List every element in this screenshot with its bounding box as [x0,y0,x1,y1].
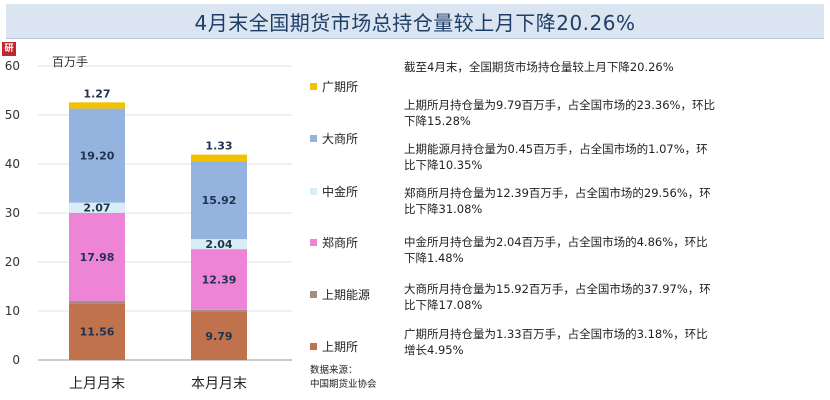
data-label: 12.39 [202,273,237,286]
y-tick-label: 50 [5,108,20,122]
legend-swatch [310,239,317,246]
y-tick-label: 0 [12,353,20,367]
legend-item: 广期所 [310,78,358,95]
legend-label: 上期所 [322,340,359,354]
bar-segment [191,161,247,240]
note-text: 广期所月持仓量为1.33百万手，占全国市场的3.18%，环比增长4.95% [404,327,708,357]
legend-item: 中金所 [310,183,358,200]
data-label: 2.04 [205,238,232,251]
bar-segment [69,303,125,360]
note-text: 截至4月末，全国期货市场持仓量较上月下降20.26% [404,60,674,74]
data-label: 15.92 [202,194,237,207]
data-label: 17.98 [80,251,115,264]
note-text: 郑商所月持仓量为12.39百万手，占全国市场的29.56%，环比下降31.08% [404,186,711,216]
notes-panel: 截至4月末，全国期货市场持仓量较上月下降20.26% 上期所月持仓量为9.79百万… [404,0,824,400]
data-source-label: 数据来源： [310,365,358,376]
legend-item: 上期所 [310,338,358,355]
legend-swatch [310,188,317,195]
note-text: 上期能源月持仓量为0.45百万手，占全国市场的1.07%，环比下降10.35% [404,142,708,172]
bar-segment [69,108,125,203]
y-tick-label: 60 [5,59,20,73]
legend-item: 郑商所 [310,234,358,251]
data-label: 2.07 [83,202,110,215]
bar-segment [191,154,247,162]
bar-segment [191,249,247,310]
bar-segment [69,212,125,301]
legend-item: 上期能源 [310,286,370,303]
data-label: 1.27 [83,87,110,100]
y-unit-label: 百万手 [52,55,88,69]
chart-legend: 广期所大商所中金所郑商所上期能源上期所 [302,0,392,400]
data-source-name: 中国期货业协会 [310,379,377,390]
legend-label: 大商所 [322,132,359,146]
legend-swatch [310,291,317,298]
note-text: 中金所月持仓量为2.04百万手，占全国市场的4.86%，环比下降1.48% [404,235,708,265]
data-label: 9.79 [205,330,232,343]
legend-label: 上期能源 [322,288,371,302]
legend-swatch [310,343,317,350]
x-tick-label: 本月月末 [191,376,247,392]
title-banner: 4月末全国期货市场总持仓量较上月下降20.26% [6,4,824,39]
data-label: 1.33 [205,140,232,153]
legend-label: 郑商所 [322,236,359,250]
legend-label: 中金所 [322,185,359,199]
data-label: 19.20 [80,150,115,163]
bar-segment [191,239,247,250]
bar-segment [191,312,247,360]
legend-swatch [310,135,317,142]
bar-segment [69,202,125,213]
logo-icon: 研 [2,42,16,56]
y-tick-label: 10 [5,304,20,318]
y-tick-label: 30 [5,206,20,220]
legend-swatch [310,83,317,90]
bar-segment [69,102,125,109]
data-label: 11.56 [80,326,115,339]
note-text: 上期所月持仓量为9.79百万手，占全国市场的23.36%，环比下降15.28% [404,98,715,128]
bar-segment [69,300,125,304]
y-tick-label: 20 [5,255,20,269]
legend-item: 大商所 [310,130,358,147]
legend-label: 广期所 [322,80,359,94]
data-source: 数据来源： 中国期货业协会 [310,364,377,392]
y-tick-label: 40 [5,157,20,171]
note-text: 大商所月持仓量为15.92百万手，占全国市场的37.97%，环比下降17.08% [404,282,711,312]
x-tick-label: 上月月末 [69,376,125,392]
chart-title: 4月末全国期货市场总持仓量较上月下降20.26% [194,10,636,35]
bar-segment [191,309,247,313]
